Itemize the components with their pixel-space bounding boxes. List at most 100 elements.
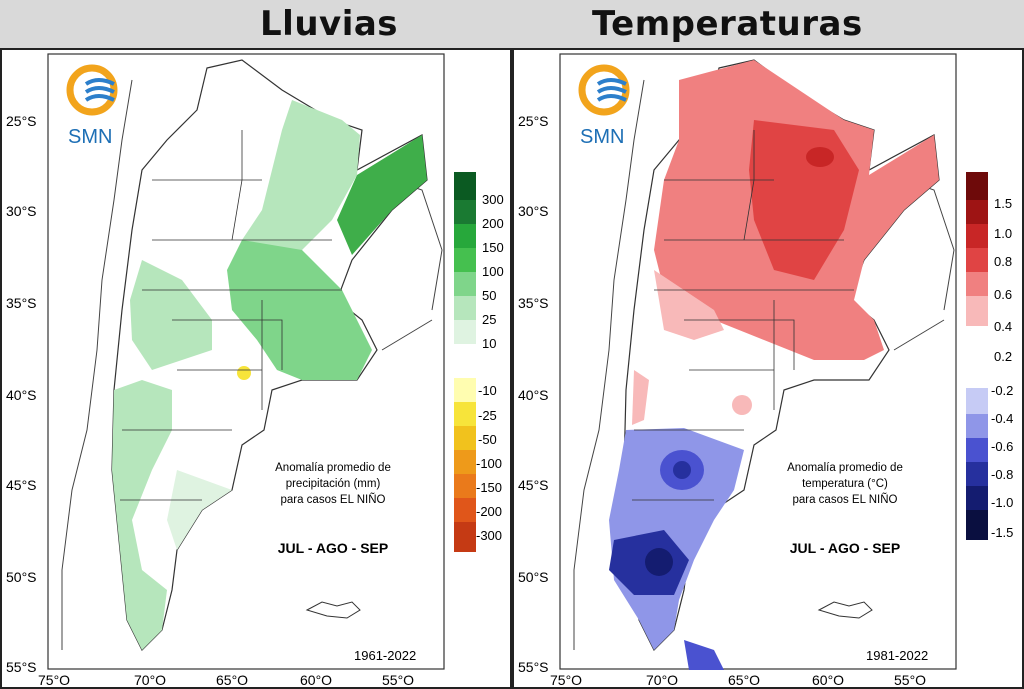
legend-label: -150 (476, 480, 502, 495)
lon-label: 65°O (216, 672, 248, 687)
logo-wave-icon (84, 78, 115, 102)
temperature-legend: 1.5 1.0 0.8 0.6 0.4 0.2 -0.2 -0.4 -0.6 -… (966, 172, 1013, 540)
cold-anomaly-south-core (645, 548, 673, 576)
caption-line: Anomalía promedio de (275, 462, 391, 474)
legend-swatch (454, 320, 476, 344)
lon-label: 55°O (894, 672, 926, 687)
map-caption: Anomalía promedio de precipitación (mm) … (275, 462, 391, 556)
precipitation-legend: 300 200 150 100 50 25 10 -10 -25 -50 -10… (454, 172, 504, 552)
legend-swatch (454, 402, 476, 426)
caption-line: precipitación (mm) (286, 478, 381, 490)
legend-swatch (966, 224, 988, 248)
lon-label: 70°O (646, 672, 678, 687)
province-borders (632, 130, 854, 501)
caption-line: Anomalía promedio de (787, 462, 903, 474)
lon-label: 60°O (300, 672, 332, 687)
legend-swatch (966, 272, 988, 296)
legend-label: 10 (482, 336, 496, 351)
logo-wave-icon (596, 78, 627, 102)
malvinas-islands (305, 601, 361, 619)
province-borders (120, 130, 342, 501)
lat-label: 25°S (6, 113, 37, 129)
legend-swatch (454, 296, 476, 320)
lat-label: 35°S (518, 295, 549, 311)
legend-swatch (454, 200, 476, 224)
lat-label: 45°S (518, 477, 549, 493)
smn-logo: SMN (66, 64, 118, 148)
legend-label: -10 (478, 383, 497, 398)
legend-swatch (454, 498, 476, 522)
temperature-map-panel: SMN 25°S 30°S 35°S 40°S 45°S 50°S 55°S 7… (512, 48, 1024, 689)
chile-coastline (61, 79, 133, 650)
legend-label: 0.4 (994, 319, 1012, 334)
lat-label: 50°S (518, 569, 549, 585)
legend-swatch (966, 296, 988, 326)
lat-label: 35°S (6, 295, 37, 311)
legend-label: 0.2 (994, 349, 1012, 364)
legend-swatch (966, 462, 988, 486)
lat-label: 45°S (6, 477, 37, 493)
legend-label: 0.8 (994, 254, 1012, 269)
legend-label: -200 (476, 504, 502, 519)
legend-label: -0.2 (991, 383, 1013, 398)
anomaly-litoral (227, 240, 372, 380)
temperature-map: SMN 25°S 30°S 35°S 40°S 45°S 50°S 55°S 7… (518, 53, 1013, 687)
anomaly-cuyo (130, 260, 212, 370)
legend-swatch (966, 510, 988, 540)
logo-text: SMN (580, 126, 624, 148)
caption-line: para casos EL NIÑO (792, 493, 897, 506)
title-lluvias: Lluvias (260, 4, 399, 44)
chile-coastline (573, 79, 645, 650)
lat-label: 50°S (6, 569, 37, 585)
legend-label: -0.6 (991, 439, 1013, 454)
legend-label: -0.8 (991, 467, 1013, 482)
legend-label: 1.0 (994, 226, 1012, 241)
longitude-labels: 75°O 70°O 65°O 60°O 55°O (38, 672, 414, 687)
legend-swatch (454, 224, 476, 248)
legend-label: 1.5 (994, 196, 1012, 211)
legend-swatch (454, 172, 476, 200)
lat-label: 55°S (6, 659, 37, 675)
warm-anomaly-cuyo (654, 270, 724, 340)
anomaly-dry-spot (237, 366, 251, 380)
season-label: JUL - AGO - SEP (278, 540, 388, 556)
legend-swatch (966, 248, 988, 272)
season-label: JUL - AGO - SEP (790, 540, 900, 556)
legend-label: 200 (482, 216, 504, 231)
legend-label: -1.5 (991, 525, 1013, 540)
legend-label: -1.0 (991, 495, 1013, 510)
legend-swatch (966, 486, 988, 510)
legend-swatch (966, 200, 988, 224)
lat-label: 30°S (6, 203, 37, 219)
legend-label: 0.6 (994, 287, 1012, 302)
latitude-labels: 25°S 30°S 35°S 40°S 45°S 50°S 55°S (6, 113, 37, 675)
warm-anomaly-south-west (632, 370, 649, 425)
precipitation-map: SMN 25°S 30°S 35°S 40°S 45°S 50°S 55°S 7… (6, 53, 504, 687)
lat-label: 40°S (6, 387, 37, 403)
lon-label: 70°O (134, 672, 166, 687)
lon-label: 75°O (550, 672, 582, 687)
legend-swatch (966, 388, 988, 414)
legend-label: 150 (482, 240, 504, 255)
legend-swatch (454, 426, 476, 450)
lon-label: 75°O (38, 672, 70, 687)
map-caption: Anomalía promedio de temperatura (°C) pa… (787, 462, 903, 556)
lat-label: 25°S (518, 113, 549, 129)
anomaly-patagonia-west (112, 380, 172, 650)
latitude-labels: 25°S 30°S 35°S 40°S 45°S 50°S 55°S (518, 113, 549, 675)
legend-label: 300 (482, 192, 504, 207)
warm-anomaly-max (806, 147, 834, 167)
legend-swatch (966, 438, 988, 462)
smn-logo: SMN (578, 64, 630, 148)
legend-swatch (454, 522, 476, 552)
lat-label: 30°S (518, 203, 549, 219)
period-label: 1961-2022 (354, 648, 416, 663)
legend-label: -25 (478, 408, 497, 423)
cold-anomaly-central-core (673, 461, 691, 479)
legend-label: 50 (482, 288, 496, 303)
warm-anomaly-coast (732, 395, 752, 415)
caption-line: temperatura (°C) (802, 478, 888, 490)
logo-text: SMN (68, 126, 112, 148)
legend-label: -100 (476, 456, 502, 471)
lat-label: 40°S (518, 387, 549, 403)
